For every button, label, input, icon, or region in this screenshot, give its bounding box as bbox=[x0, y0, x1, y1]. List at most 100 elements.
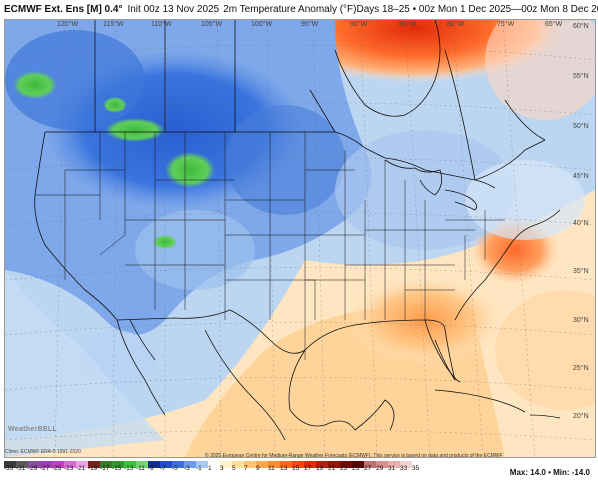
color-scale-tick: -9 bbox=[148, 465, 154, 472]
color-scale-tick: -17 bbox=[100, 465, 110, 472]
color-scale-segment bbox=[208, 461, 220, 468]
lon-label: 115°W bbox=[103, 20, 124, 28]
color-scale-segment bbox=[172, 461, 184, 468]
lat-label: 55°N bbox=[573, 72, 589, 80]
strong-cold-pocket-3 bbox=[165, 152, 215, 188]
init-time: Init 00z 13 Nov 2025 bbox=[127, 3, 220, 15]
color-scale-segment bbox=[388, 461, 400, 468]
color-scale-tick: 23 bbox=[340, 465, 348, 472]
color-scale-tick: 25 bbox=[352, 465, 360, 472]
color-scale-tick: -19 bbox=[88, 465, 98, 472]
climo-source: Climo: ECMWF ERA-5 1991-2020 bbox=[5, 449, 81, 455]
color-scale-segment bbox=[148, 461, 160, 468]
color-scale-tick: -25 bbox=[52, 465, 62, 472]
min-value: -14.0 bbox=[571, 468, 590, 477]
color-scale-segment bbox=[160, 461, 172, 468]
color-scale-segment bbox=[184, 461, 196, 468]
color-scale-segment bbox=[400, 461, 412, 468]
lat-label: 20°N bbox=[573, 412, 589, 420]
longitude-labels: 120°W 115°W 110°W 105°W 100°W 95°W 90°W … bbox=[57, 20, 563, 28]
color-scale-segment bbox=[316, 461, 328, 468]
warm-anomaly-atlantic bbox=[495, 290, 595, 410]
color-scale-tick: 21 bbox=[328, 465, 336, 472]
graticule bbox=[5, 20, 595, 457]
color-scale-tick: -11 bbox=[136, 465, 145, 472]
color-scale-segment bbox=[100, 461, 112, 468]
lon-label: 80°W bbox=[447, 20, 465, 28]
min-label: Min: bbox=[553, 468, 570, 477]
weatherbell-logo: WeatherBELL bbox=[8, 426, 58, 433]
color-scale-tick: 7 bbox=[244, 465, 248, 472]
map-canvas: 120°W 115°W 110°W 105°W 100°W 95°W 90°W … bbox=[5, 20, 595, 457]
color-scale-tick: 13 bbox=[280, 465, 288, 472]
temperature-anomaly-map: 120°W 115°W 110°W 105°W 100°W 95°W 90°W … bbox=[4, 19, 596, 458]
latitude-labels: 60°N 55°N 50°N 45°N 40°N 35°N 30°N 25°N … bbox=[573, 22, 589, 420]
valid-period: Days 18–25 • 00z Mon 1 Dec 2025—00z Mon … bbox=[356, 3, 598, 15]
color-scale-tick: 15 bbox=[292, 465, 300, 472]
color-scale-segment bbox=[64, 461, 76, 468]
model-name: ECMWF Ext. Ens [M] 0.4° bbox=[4, 3, 123, 15]
color-scale-ticks: -33 -31 -29 -27 -25 -23 -21 -19 -17 -15 -13 -11 -9 -7… bbox=[4, 465, 424, 474]
color-scale-tick: -33 bbox=[4, 465, 14, 472]
color-scale-segment bbox=[280, 461, 292, 468]
color-scale-segment bbox=[352, 461, 364, 468]
color-scale-segment bbox=[364, 461, 376, 468]
color-scale-tick: 9 bbox=[256, 465, 260, 472]
color-scale-tick: 17 bbox=[304, 465, 312, 472]
strong-cold-pocket-2 bbox=[105, 118, 165, 142]
color-scale-tick: -1 bbox=[196, 465, 202, 472]
color-scale-tick: -7 bbox=[160, 465, 166, 472]
parameter-name: 2m Temperature Anomaly (°F) bbox=[223, 3, 357, 15]
max-value: 14.0 bbox=[530, 468, 546, 477]
color-scale-segment bbox=[28, 461, 40, 468]
lat-label: 50°N bbox=[573, 122, 589, 130]
cold-anomaly-plains bbox=[225, 105, 345, 215]
state-boundaries bbox=[35, 132, 505, 360]
color-scale-tick: 31 bbox=[388, 465, 396, 472]
lat-label: 40°N bbox=[573, 219, 589, 227]
color-scale-tick: 35 bbox=[412, 465, 420, 472]
color-scale-tick: -23 bbox=[64, 465, 74, 472]
political-boundaries bbox=[34, 20, 561, 441]
cold-anomaly-southwest bbox=[135, 210, 255, 290]
pacific-anomaly bbox=[5, 270, 165, 457]
color-scale-segment bbox=[124, 461, 136, 468]
color-scale-segment bbox=[304, 461, 316, 468]
color-scale-segment bbox=[268, 461, 280, 468]
color-scale-tick: -15 bbox=[112, 465, 122, 472]
color-scale-segment bbox=[136, 461, 148, 468]
lon-label: 110°W bbox=[151, 20, 172, 28]
color-scale-tick: 11 bbox=[268, 465, 275, 472]
lon-label: 75°W bbox=[497, 20, 515, 28]
color-scale-segment bbox=[256, 461, 268, 468]
strong-cold-pocket-5 bbox=[153, 235, 177, 249]
color-scale-tick: 29 bbox=[376, 465, 384, 472]
color-scale-tick: 19 bbox=[316, 465, 324, 472]
lat-label: 35°N bbox=[573, 267, 589, 275]
color-scale-tick: 27 bbox=[364, 465, 372, 472]
color-scale-tick: -27 bbox=[40, 465, 50, 472]
color-scale-segment bbox=[232, 461, 244, 468]
color-scale-tick: 33 bbox=[400, 465, 408, 472]
lon-label: 100°W bbox=[251, 20, 272, 28]
color-scale-bar bbox=[4, 461, 424, 468]
color-scale-tick: -5 bbox=[172, 465, 178, 472]
color-scale-segment bbox=[4, 461, 16, 468]
color-scale-tick: 5 bbox=[232, 465, 236, 472]
lon-label: 90°W bbox=[350, 20, 368, 28]
color-scale-segment bbox=[376, 461, 388, 468]
color-scale-tick: 3 bbox=[220, 465, 224, 472]
color-scale-tick: -21 bbox=[76, 465, 86, 472]
lat-label: 25°N bbox=[573, 364, 589, 372]
color-scale-segment bbox=[76, 461, 88, 468]
strong-cold-pocket-4 bbox=[103, 97, 127, 113]
warm-anomaly-quebec bbox=[485, 20, 595, 120]
color-scale-segment bbox=[16, 461, 28, 468]
lon-label: 85°W bbox=[399, 20, 417, 28]
color-scale-segment bbox=[412, 461, 424, 468]
color-scale-segment bbox=[292, 461, 304, 468]
color-scale-segment bbox=[220, 461, 232, 468]
lon-label: 105°W bbox=[201, 20, 222, 28]
lon-label: 95°W bbox=[301, 20, 319, 28]
color-scale-segment bbox=[244, 461, 256, 468]
